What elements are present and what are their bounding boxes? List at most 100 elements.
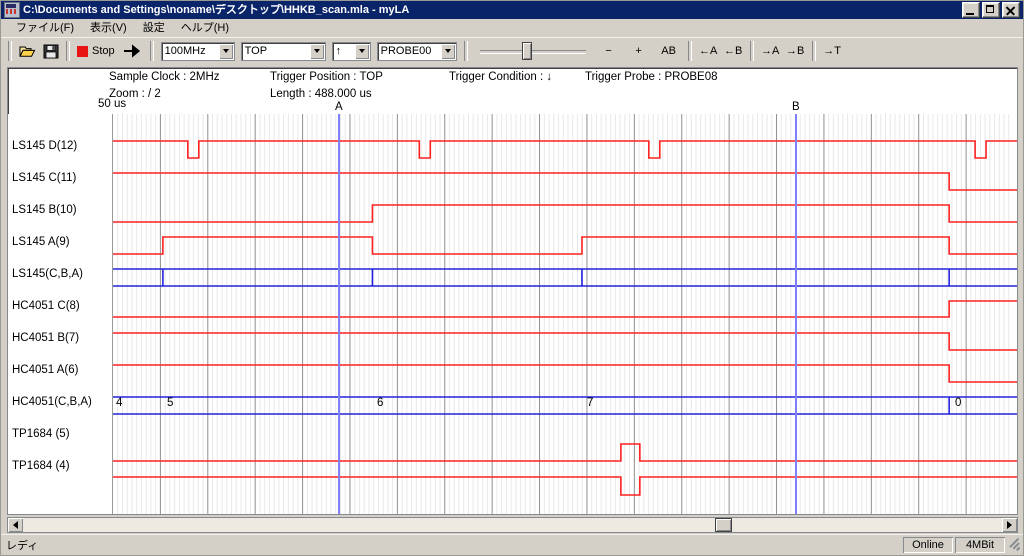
capture-info: Sample Clock : 2MHz Zoom : / 2 Trigger P… <box>8 68 1017 114</box>
chevron-down-icon[interactable] <box>440 43 455 59</box>
trigger-position-value: TOP <box>244 44 268 57</box>
stop-button[interactable]: Stop <box>74 40 120 62</box>
wave-ls145-bus <box>113 268 1017 287</box>
wave-tp1684-4 <box>113 476 1017 496</box>
window-controls <box>962 2 1021 18</box>
horizontal-scrollbar[interactable] <box>7 517 1018 533</box>
wave-hc4051-a6 <box>113 364 1017 383</box>
zoom-slider-track <box>479 50 586 54</box>
next-a-button[interactable]: →A <box>760 45 780 57</box>
goto-trigger-button[interactable]: →T <box>823 45 841 57</box>
channel-label: HC4051 A(6) <box>12 364 79 376</box>
scrollbar-thumb[interactable] <box>715 518 732 532</box>
resize-grip-icon[interactable] <box>1007 537 1021 552</box>
wave-hc4051-c8 <box>113 300 1017 318</box>
channel-label: LS145 D(12) <box>12 140 78 152</box>
cursor-b-label: B <box>792 101 800 113</box>
toolbar-separator <box>811 41 816 61</box>
toolbar-separator <box>8 41 12 61</box>
menu-file[interactable]: ファイル(F) <box>16 22 75 34</box>
trigger-probe-combo[interactable]: PROBE00 <box>376 41 457 61</box>
wave-ls145-d12 <box>113 140 1017 159</box>
open-file-button[interactable] <box>16 40 39 62</box>
chevron-down-icon[interactable] <box>309 43 324 59</box>
bus-value: 6 <box>377 397 384 409</box>
folder-open-icon <box>19 46 36 57</box>
toolbar-separator <box>687 41 692 61</box>
sample-clock-info: Sample Clock : 2MHz <box>109 71 220 83</box>
close-button[interactable] <box>1002 2 1020 18</box>
toolbar-separator <box>66 41 70 61</box>
app-icon <box>4 2 20 18</box>
channel-label: TP1684 (5) <box>12 428 70 440</box>
minimize-button[interactable] <box>962 2 980 18</box>
status-memory: 4MBit <box>955 537 1005 553</box>
channel-label: HC4051(C,B,A) <box>12 396 92 408</box>
toolbar-separator <box>749 41 754 61</box>
channel-label: LS145 C(11) <box>12 172 77 184</box>
zoom-slider[interactable] <box>478 40 588 62</box>
trigger-position-combo[interactable]: TOP <box>240 41 326 61</box>
save-file-button[interactable] <box>39 40 62 62</box>
waveform-pane[interactable]: Sample Clock : 2MHz Zoom : / 2 Trigger P… <box>7 67 1018 515</box>
bus-value: 4 <box>116 397 123 409</box>
wave-ls145-b10 <box>113 204 1017 223</box>
cursor-a[interactable] <box>338 114 340 514</box>
channel-label: LS145 A(9) <box>12 236 70 248</box>
menu-settings[interactable]: 設定 <box>142 22 165 34</box>
bus-value: 0 <box>955 397 962 409</box>
length-info: Length : 488.000 us <box>270 88 372 100</box>
channel-label: TP1684 (4) <box>12 460 70 472</box>
cursor-b[interactable] <box>795 114 797 514</box>
scroll-left-arrow[interactable] <box>8 518 23 532</box>
run-button[interactable] <box>120 40 146 62</box>
chevron-down-icon[interactable] <box>354 43 369 59</box>
channel-label: HC4051 B(7) <box>12 332 80 344</box>
prev-b-button[interactable]: ←B <box>723 45 743 57</box>
ab-button[interactable]: AB <box>661 45 676 57</box>
trigger-probe-info: Trigger Probe : PROBE08 <box>585 71 718 83</box>
channel-label: HC4051 C(8) <box>12 300 80 312</box>
trigger-condition-info: Trigger Condition : ↓ <box>449 71 553 83</box>
stop-icon <box>77 45 88 57</box>
bus-value: 5 <box>167 397 174 409</box>
menu-help[interactable]: ヘルプ(H) <box>180 22 229 34</box>
zoom-in-button[interactable]: + <box>635 45 642 57</box>
chevron-down-icon[interactable] <box>218 43 233 59</box>
window-title: C:\Documents and Settings\noname\デスクトップ\… <box>23 3 410 16</box>
toolbar: Stop 100MHz TOP ↑ PROBE00 <box>1 37 1023 64</box>
sample-clock-value: 100MHz <box>164 44 206 57</box>
time-scale-label: 50 us <box>98 98 127 110</box>
arrow-right-icon <box>123 44 140 58</box>
channel-label: LS145 B(10) <box>12 204 77 216</box>
menu-view[interactable]: 表示(V) <box>90 22 127 34</box>
title-bar: C:\Documents and Settings\noname\デスクトップ\… <box>1 1 1023 19</box>
major-gridlines <box>159 114 967 514</box>
floppy-disk-icon <box>43 44 58 58</box>
prev-a-button[interactable]: ←A <box>698 45 718 57</box>
label-grid-divider <box>112 114 113 514</box>
channel-label: LS145(C,B,A) <box>12 268 83 280</box>
scroll-right-arrow[interactable] <box>1002 518 1017 532</box>
zoom-slider-thumb[interactable] <box>521 42 532 60</box>
sample-clock-combo[interactable]: 100MHz <box>160 41 235 61</box>
scrollbar-track[interactable] <box>23 518 1002 532</box>
trigger-edge-value: ↑ <box>335 44 342 57</box>
zoom-info: Zoom : / 2 <box>109 88 161 100</box>
cursor-a-label: A <box>335 101 343 113</box>
status-online: Online <box>903 537 953 553</box>
maximize-button[interactable] <box>982 2 1000 18</box>
channel-label-column: LS145 D(12) LS145 C(11) LS145 B(10) LS14… <box>8 114 112 514</box>
trigger-probe-value: PROBE00 <box>380 44 432 57</box>
trigger-edge-combo[interactable]: ↑ <box>331 41 371 61</box>
wave-hc4051-b7 <box>113 332 1017 351</box>
stop-button-label: Stop <box>92 45 115 57</box>
toolbar-separator <box>149 41 154 61</box>
wave-tp1684-5 <box>113 443 1017 462</box>
waveform-grid[interactable]: 4 5 6 7 0 3 4 <box>113 114 1017 514</box>
status-bar: レディ Online 4MBit <box>1 534 1023 555</box>
zoom-out-button[interactable]: − <box>605 45 612 57</box>
wave-ls145-a9 <box>113 236 1017 255</box>
next-b-button[interactable]: →B <box>785 45 805 57</box>
